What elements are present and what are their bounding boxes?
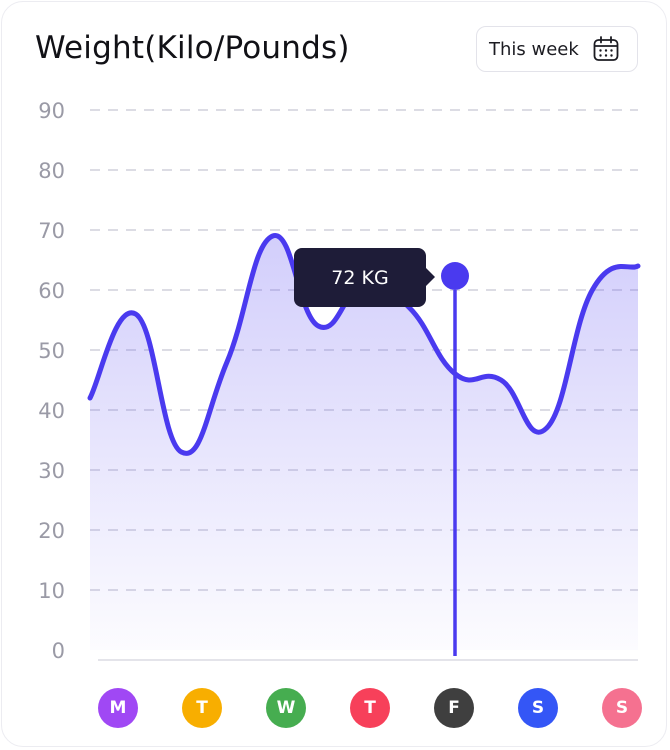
calendar-icon (593, 36, 619, 61)
day-chip[interactable]: S (518, 688, 558, 728)
weight-area-fill (90, 235, 638, 650)
day-chip[interactable]: T (350, 688, 390, 728)
day-chip[interactable]: F (434, 688, 474, 728)
y-tick-label: 10 (38, 579, 65, 603)
y-tick-label: 90 (38, 99, 65, 123)
y-tick-label: 0 (52, 639, 65, 663)
y-tick-label: 80 (38, 159, 65, 183)
period-label: This week (489, 38, 579, 60)
tooltip-label: 72 KG (331, 266, 389, 289)
y-tick-label: 70 (38, 219, 65, 243)
highlight-point[interactable] (441, 262, 469, 290)
period-select-button[interactable]: This week (476, 26, 638, 72)
y-tick-label: 50 (38, 339, 65, 363)
value-tooltip: 72 KG (294, 248, 435, 307)
y-tick-label: 60 (38, 279, 65, 303)
day-chip[interactable]: M (98, 688, 138, 728)
chart-title: Weight(Kilo/Pounds) (35, 30, 350, 66)
y-tick-label: 30 (38, 459, 65, 483)
day-chip[interactable]: W (266, 688, 306, 728)
y-tick-label: 20 (38, 519, 65, 543)
y-tick-label: 40 (38, 399, 65, 423)
day-chip[interactable]: S (602, 688, 642, 728)
day-chip[interactable]: T (182, 688, 222, 728)
